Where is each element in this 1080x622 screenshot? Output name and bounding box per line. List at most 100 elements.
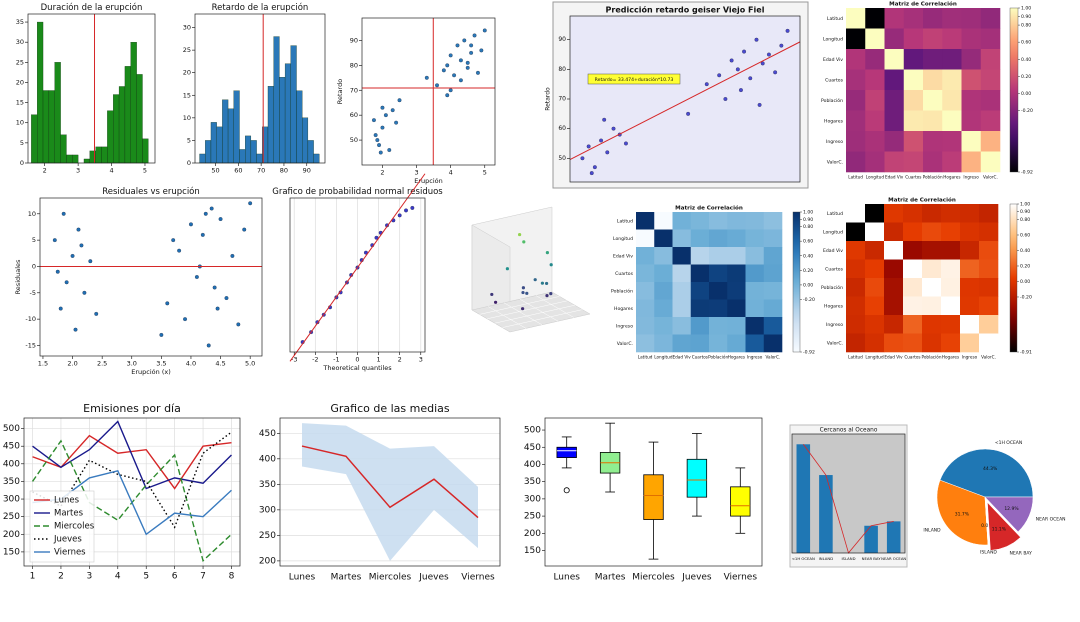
heatmap-cell <box>690 334 710 353</box>
heatmap-cell <box>636 317 655 335</box>
heatmap-cell <box>980 90 1001 111</box>
outlier <box>563 487 570 494</box>
y-tick-label: 90 <box>350 36 358 44</box>
heatmap-cell <box>846 69 866 91</box>
column-label: Hogares <box>943 175 960 180</box>
heatmap-cell <box>884 110 905 132</box>
heatmap-cell <box>903 315 923 334</box>
point <box>189 222 193 227</box>
x-tick-label: 2.0 <box>67 360 77 368</box>
heatmap-cell <box>846 259 866 279</box>
heatmap-cell <box>846 8 866 29</box>
point <box>494 300 498 304</box>
heatmap-cell <box>846 204 866 223</box>
pie-slice <box>984 496 989 545</box>
legend-box <box>29 490 95 563</box>
heatmap-cell <box>846 90 866 111</box>
y-tick-label: 250 <box>3 512 20 522</box>
colorbar-tick-label: -0.20 <box>1021 108 1033 114</box>
heatmap-cell <box>903 110 924 132</box>
column-label: Población <box>921 355 941 360</box>
heatmap-cell <box>690 247 710 265</box>
heatmap-cell <box>672 212 692 230</box>
heatmap-cell <box>846 315 866 334</box>
point <box>458 58 463 63</box>
x-tick-label: 4 <box>109 167 113 175</box>
heatmap-cell <box>763 299 783 318</box>
heatmap-cell <box>672 247 692 265</box>
pie-label: ISLAND <box>980 550 997 556</box>
point <box>373 133 378 138</box>
pie-label: INLAND <box>923 527 941 533</box>
point <box>540 281 545 285</box>
heatmap-cell <box>865 222 885 242</box>
colorbar-tick-label: 0.80 <box>803 224 813 230</box>
heatmap-cell <box>654 282 673 300</box>
heatmap-cell <box>763 317 783 335</box>
bar <box>313 153 320 164</box>
colorbar-tick-label: -0.91 <box>1020 350 1032 356</box>
heatmap-cell <box>672 317 692 335</box>
x-tick-label: Miercoles <box>369 573 412 583</box>
x-tick-label: 3 <box>419 356 423 364</box>
point <box>448 88 453 93</box>
axes-frame <box>361 17 496 166</box>
x-tick-label: 2.5 <box>97 360 107 368</box>
point <box>522 240 526 244</box>
heatmap-cell <box>923 151 943 173</box>
x-tick-label: Lunes <box>553 573 580 583</box>
bar <box>66 154 73 164</box>
x-tick-label: 1 <box>30 572 36 582</box>
annotation: Retardo= 33.474+duración*10.73 <box>595 76 674 83</box>
pie-value-label: 31.7% <box>955 512 970 518</box>
chart-title: Matriz de Correlación <box>675 205 743 212</box>
chart-title: Matriz de Correlación <box>888 197 956 204</box>
heatmap-cell <box>922 204 942 223</box>
y-tick-label: 10 <box>183 114 191 122</box>
heatmap-cell <box>865 69 885 91</box>
y-tick-label: 0 <box>32 262 36 270</box>
chart-title: Residuales vs erupción <box>102 186 200 197</box>
heatmap-cell <box>636 299 655 318</box>
row-label: Población <box>821 284 843 291</box>
heatmap-cell <box>884 222 904 242</box>
heatmap-cell <box>727 334 746 353</box>
bar <box>31 114 38 164</box>
bar <box>124 66 131 164</box>
heatmap-cell <box>903 131 924 152</box>
column-label: Edad Viv <box>885 175 904 180</box>
heatmap-cell <box>980 8 1001 29</box>
point <box>171 238 176 243</box>
point <box>518 232 522 237</box>
point <box>236 322 241 327</box>
bar <box>290 45 297 164</box>
heatmap-cell <box>745 317 765 335</box>
bar <box>48 90 55 164</box>
point <box>70 253 75 258</box>
colorbar <box>792 211 801 353</box>
point <box>580 156 585 161</box>
bar <box>279 77 286 164</box>
axes-frame <box>544 417 763 567</box>
heatmap-cell <box>884 278 904 297</box>
point <box>230 253 235 258</box>
bar <box>60 134 67 164</box>
heatmap-cell <box>903 241 923 260</box>
colorbar <box>1009 7 1019 173</box>
heatmap-cell <box>709 264 728 283</box>
heatmap-cell <box>745 264 765 283</box>
fit-line <box>289 173 426 362</box>
heatmap-cell <box>727 282 746 300</box>
bar <box>819 475 833 553</box>
heatmap-cell <box>979 315 999 334</box>
heatmap-cell <box>960 204 980 223</box>
y-tick-label: 0 <box>20 159 24 167</box>
bar <box>284 63 291 164</box>
line <box>301 445 479 519</box>
bar <box>886 521 901 553</box>
colorbar-tick-label: 0.40 <box>803 253 813 259</box>
heatmap-cell <box>884 241 904 260</box>
axes-frame <box>39 197 263 357</box>
point <box>383 113 388 118</box>
y-tick-label: 25 <box>183 46 191 54</box>
